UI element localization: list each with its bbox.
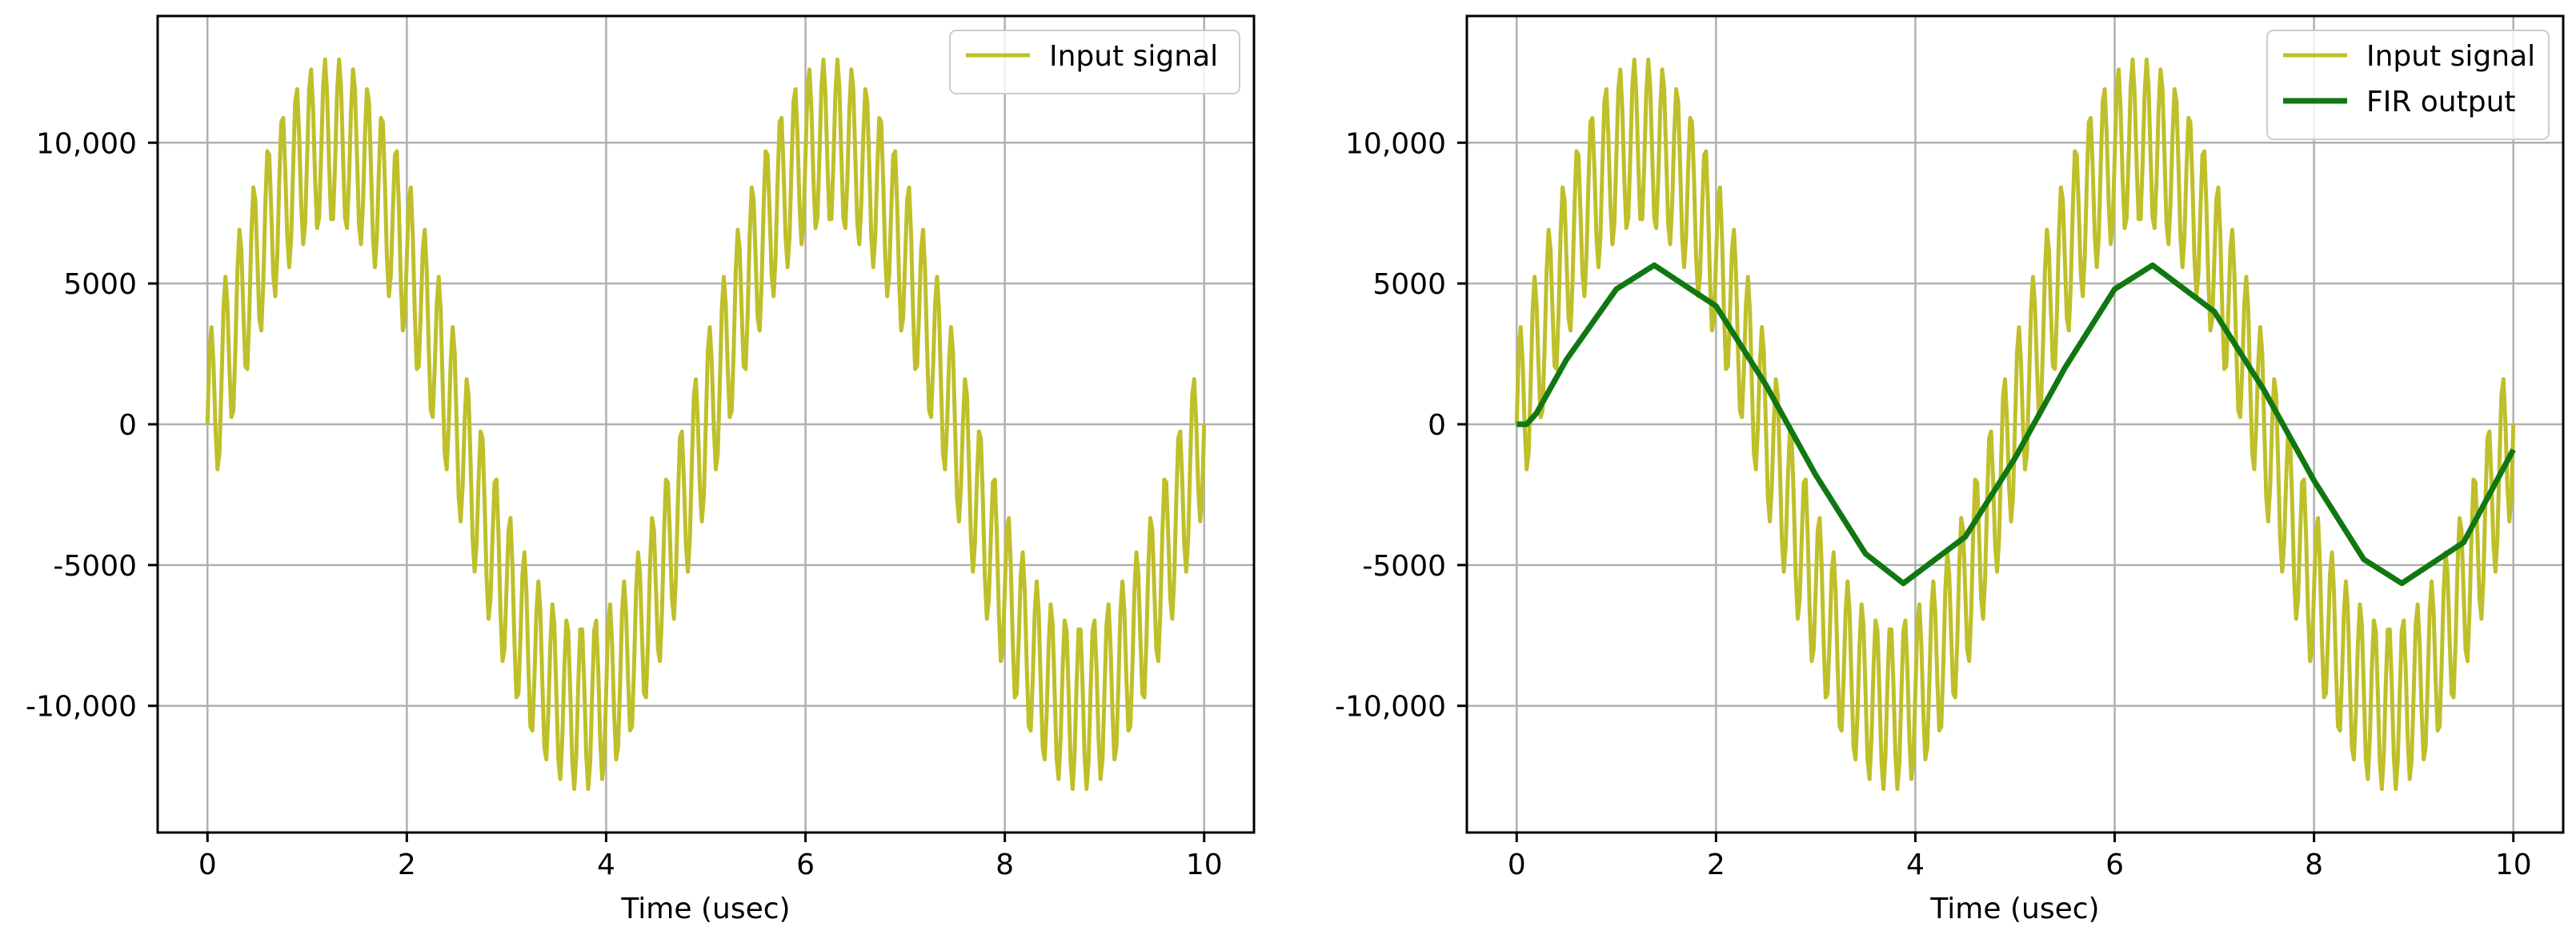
y-tick-label: 5000 [63,268,137,301]
x-axis-label: Time (usec) [620,893,790,925]
x-tick-label: 0 [1508,849,1526,881]
x-tick-label: 4 [597,849,615,881]
legend: Input signal FIR output [2266,30,2550,140]
plot-lines [1514,57,2516,792]
x-tick-label: 2 [1707,849,1725,881]
x-tick-label: 6 [796,849,815,881]
plot-lines [205,57,1207,792]
y-tick-label: 10,000 [1345,127,1446,160]
x-tick-label: 6 [2105,849,2124,881]
series-line-input-signal [205,57,1207,792]
y-tick-label: 0 [1428,409,1446,442]
x-tick-label: 2 [398,849,416,881]
legend-box [2266,30,2550,140]
x-tick-label: 0 [198,849,217,881]
y-tick-label: -5000 [1362,550,1446,583]
legend-box [949,30,1240,94]
series-line-input-signal [1514,57,2516,792]
axis-ticks: 0 2 4 6 8 10 -10,000 -5000 0 5000 10,000 [1335,127,2532,881]
y-tick-label: -10,000 [26,691,137,724]
grid [1467,16,2563,833]
series-line-fir-output [1516,262,2516,587]
legend-label: Input signal [2366,40,2535,73]
axis-ticks: 0 2 4 6 8 10 -10,000 -5000 0 5000 10,000 [26,127,1223,881]
x-tick-label: 10 [2495,849,2532,881]
y-tick-label: 5000 [1372,268,1446,301]
legend: Input signal [949,30,1240,94]
x-tick-label: 10 [1186,849,1223,881]
y-tick-label: -10,000 [1335,691,1446,724]
y-tick-label: 10,000 [36,127,137,160]
legend-label: FIR output [2366,86,2516,118]
legend-label: Input signal [1049,40,1218,73]
x-tick-label: 8 [996,849,1014,881]
right-plot-panel: 0 2 4 6 8 10 -10,000 -5000 0 5000 10,000 Time (use… [1335,14,2565,925]
x-axis-label: Time (usec) [1929,893,2099,925]
y-tick-label: -5000 [53,550,137,583]
left-plot-panel: 0 2 4 6 8 10 -10,000 -5000 0 5000 10,000 Time (use… [26,14,1256,925]
y-tick-label: 0 [118,409,137,442]
x-tick-label: 4 [1906,849,1925,881]
grid [158,16,1254,833]
x-tick-label: 8 [2305,849,2323,881]
